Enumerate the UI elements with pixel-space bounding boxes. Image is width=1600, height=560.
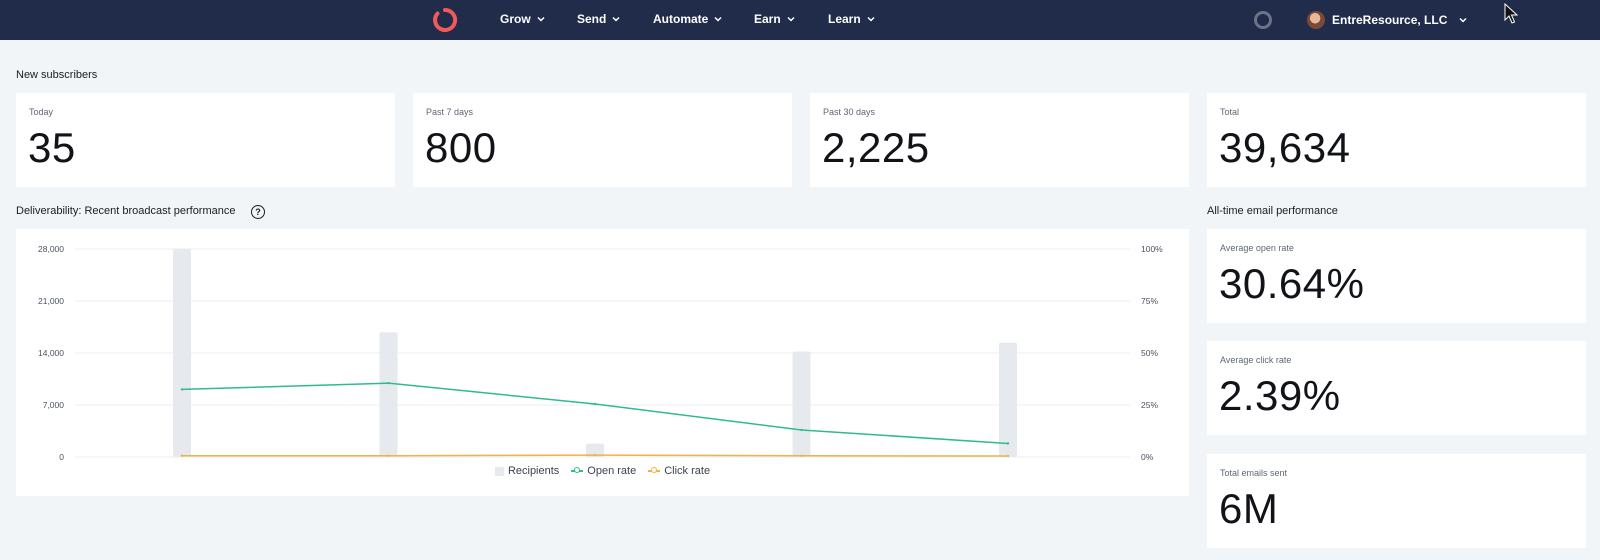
click-rate-point bbox=[387, 454, 390, 457]
click-rate-point bbox=[800, 454, 803, 457]
stat-value: 30.64% bbox=[1219, 260, 1365, 307]
stat-value: 2.39% bbox=[1219, 372, 1341, 419]
chevron-down-icon bbox=[714, 16, 722, 22]
y-left-tick-label: 7,000 bbox=[43, 400, 65, 410]
stat-card-past-7-days: Past 7 days 800 bbox=[413, 93, 792, 187]
stat-value: 35 bbox=[28, 124, 76, 171]
nav-earn[interactable]: Earn bbox=[754, 12, 796, 26]
performance-title: All-time email performance bbox=[1207, 205, 1338, 217]
recipients-bar bbox=[586, 443, 604, 457]
stat-label: Average open rate bbox=[1220, 243, 1294, 253]
stat-value: 2,225 bbox=[822, 124, 930, 171]
legend-open-rate[interactable]: Open rate bbox=[571, 465, 636, 477]
stat-card-past-30-days: Past 30 days 2,225 bbox=[810, 93, 1189, 187]
chevron-down-icon bbox=[1459, 17, 1467, 23]
nav-learn-label: Learn bbox=[828, 12, 861, 26]
y-right-tick-label: 0% bbox=[1141, 452, 1154, 462]
chevron-down-icon bbox=[787, 16, 795, 22]
stat-label: Past 30 days bbox=[823, 107, 876, 117]
chevron-down-icon bbox=[612, 16, 620, 22]
y-left-tick-label: 28,000 bbox=[38, 244, 64, 254]
nav-learn[interactable]: Learn bbox=[828, 12, 876, 26]
stat-label: Past 7 days bbox=[426, 107, 474, 117]
open-rate-point bbox=[800, 428, 803, 432]
help-icon[interactable]: ? bbox=[251, 205, 265, 219]
stat-card-total: Total 39,634 bbox=[1207, 93, 1586, 187]
recipients-bar bbox=[999, 342, 1017, 457]
nav-automate[interactable]: Automate bbox=[653, 12, 723, 26]
recipients-swatch bbox=[494, 466, 504, 476]
stat-card-today: Today 35 bbox=[16, 93, 395, 187]
mouse-cursor-icon bbox=[1504, 3, 1518, 24]
stat-label: Total bbox=[1220, 107, 1240, 117]
nav-earn-label: Earn bbox=[754, 12, 781, 26]
stat-value: 39,634 bbox=[1219, 124, 1351, 171]
recipients-bar bbox=[792, 351, 811, 457]
loading-spinner-icon bbox=[1254, 11, 1272, 29]
click-rate-swatch bbox=[648, 467, 661, 473]
stat-card-click-rate: Average click rate 2.39% bbox=[1207, 341, 1586, 435]
deliverability-title: Deliverability: Recent broadcast perform… bbox=[16, 205, 236, 217]
top-nav: Grow Send Automate Earn Learn EntreResou… bbox=[0, 0, 1600, 40]
open-rate-swatch bbox=[571, 467, 584, 473]
nav-send[interactable]: Send bbox=[577, 12, 621, 26]
y-right-tick-label: 25% bbox=[1141, 400, 1158, 410]
nav-automate-label: Automate bbox=[653, 12, 709, 26]
open-rate-point bbox=[1006, 442, 1010, 445]
y-left-tick-label: 14,000 bbox=[38, 348, 64, 358]
y-right-tick-label: 75% bbox=[1141, 296, 1158, 306]
open-rate-line bbox=[181, 382, 1009, 445]
legend-recipients[interactable]: Recipients bbox=[494, 465, 560, 477]
click-rate-point bbox=[593, 453, 597, 457]
account-name: EntreResource, LLC bbox=[1332, 13, 1448, 27]
click-rate-point bbox=[180, 454, 184, 457]
convertkit-logo-icon[interactable] bbox=[432, 7, 458, 33]
broadcast-performance-chart: 0 7,000 14,000 21,000 28,000 0% 25% 50% 75% 100% … bbox=[16, 229, 1189, 496]
account-menu[interactable]: EntreResource, LLC bbox=[1307, 11, 1468, 29]
stat-value: 800 bbox=[425, 124, 497, 171]
nav-send-label: Send bbox=[577, 12, 607, 26]
y-left-tick-label: 21,000 bbox=[38, 296, 64, 306]
open-rate-point bbox=[180, 388, 184, 391]
stat-label: Total emails sent bbox=[1220, 468, 1288, 478]
stat-card-emails-sent: Total emails sent 6M bbox=[1207, 454, 1586, 548]
chart-plot: 0 7,000 14,000 21,000 28,000 0% 25% 50% 75% 100% bbox=[38, 244, 1163, 462]
stat-value: 6M bbox=[1219, 485, 1279, 532]
stat-card-open-rate: Average open rate 30.64% bbox=[1207, 229, 1586, 323]
click-rate-point bbox=[1006, 454, 1010, 458]
recipients-bar bbox=[379, 332, 398, 457]
nav-grow[interactable]: Grow bbox=[500, 12, 546, 26]
chevron-down-icon bbox=[537, 16, 545, 22]
chevron-down-icon bbox=[867, 16, 875, 22]
y-right-tick-label: 50% bbox=[1141, 348, 1158, 358]
stat-label: Today bbox=[29, 107, 54, 117]
y-left-tick-label: 0 bbox=[59, 452, 64, 462]
recipients-bar bbox=[173, 249, 191, 457]
legend-label: Recipients bbox=[507, 465, 560, 477]
open-rate-point bbox=[387, 381, 390, 385]
legend-label: Click rate bbox=[664, 465, 711, 477]
nav-grow-label: Grow bbox=[500, 12, 531, 26]
y-right-tick-label: 100% bbox=[1141, 244, 1163, 254]
open-rate-point bbox=[593, 402, 597, 406]
stat-label: Average click rate bbox=[1220, 355, 1292, 365]
legend-label: Open rate bbox=[587, 465, 637, 477]
legend-click-rate[interactable]: Click rate bbox=[648, 465, 710, 477]
avatar bbox=[1307, 11, 1325, 29]
new-subscribers-title: New subscribers bbox=[16, 69, 98, 81]
chart-legend: Recipients Open rate Click rate bbox=[16, 465, 1189, 477]
